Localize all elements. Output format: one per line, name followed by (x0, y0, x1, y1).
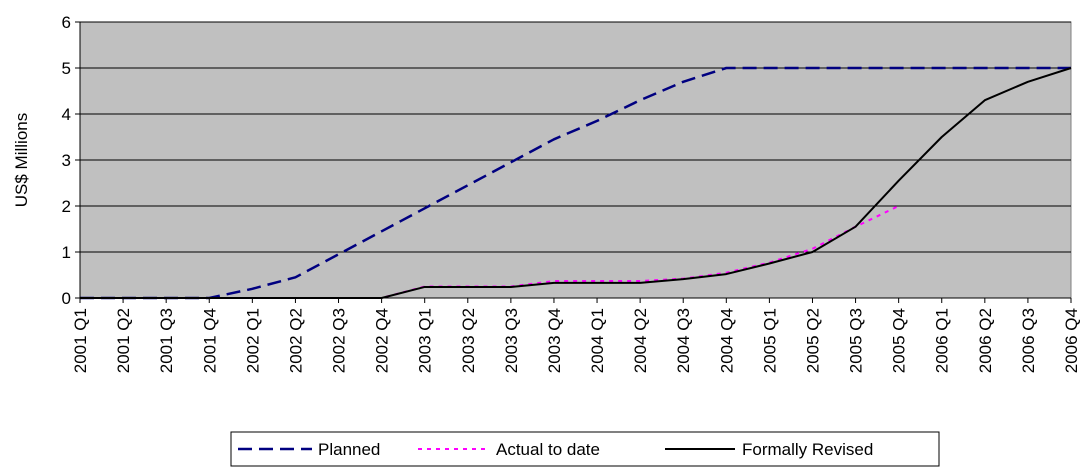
x-tick-label: 2006 Q1 (933, 308, 952, 373)
gridlines (80, 21, 1071, 253)
x-tick-label: 2004 Q3 (674, 308, 693, 373)
x-tick-label: 2001 Q3 (157, 308, 176, 373)
legend-label-planned: Planned (318, 440, 380, 459)
x-tick-label: 2003 Q4 (545, 308, 564, 373)
y-axis-title: US$ Millions (12, 113, 31, 207)
x-tick-label: 2001 Q1 (71, 308, 90, 373)
legend-label-revised: Formally Revised (742, 440, 873, 459)
legend-box (230, 431, 940, 467)
legend: Planned Actual to date Formally Revised (230, 431, 940, 467)
y-tick-label: 6 (62, 13, 71, 32)
y-tick-label: 0 (62, 289, 71, 308)
x-tick-label: 2002 Q2 (286, 308, 305, 373)
x-tick-label: 2002 Q1 (243, 308, 262, 373)
x-tick-label: 2006 Q3 (1019, 308, 1038, 373)
y-tick-label: 3 (62, 151, 71, 170)
y-tick-label: 2 (62, 197, 71, 216)
x-tick-label: 2005 Q1 (760, 308, 779, 373)
x-tick-label: 2005 Q4 (890, 308, 909, 373)
x-tick-label: 2001 Q2 (114, 308, 133, 373)
x-tick-label: 2006 Q2 (976, 308, 995, 373)
y-tick-label: 4 (62, 105, 71, 124)
x-tick-label: 2002 Q4 (373, 308, 392, 373)
axes (75, 21, 1072, 303)
x-tick-label: 2003 Q3 (502, 308, 521, 373)
y-tick-label: 1 (62, 243, 71, 262)
legend-label-actual: Actual to date (496, 440, 600, 459)
x-tick-label: 2006 Q4 (1062, 308, 1081, 373)
x-tick-label: 2005 Q2 (803, 308, 822, 373)
x-tick-label: 2003 Q1 (416, 308, 435, 373)
x-tick-label: 2004 Q1 (588, 308, 607, 373)
series-line-planned (80, 66, 1071, 300)
y-tick-labels: 0 1 2 3 4 5 6 (62, 13, 71, 308)
x-tick-label: 2002 Q3 (330, 308, 349, 373)
x-tick-label: 2003 Q2 (459, 308, 478, 373)
x-tick-label: 2004 Q4 (717, 308, 736, 373)
x-tick-label: 2004 Q2 (631, 308, 650, 373)
x-tick-label: 2001 Q4 (200, 308, 219, 373)
x-tick-label: 2005 Q3 (847, 308, 866, 373)
x-tick-labels: 2001 Q1 2001 Q2 2001 Q3 2001 Q4 2002 Q1 2002 … (71, 308, 1081, 373)
y-tick-label: 5 (62, 59, 71, 78)
